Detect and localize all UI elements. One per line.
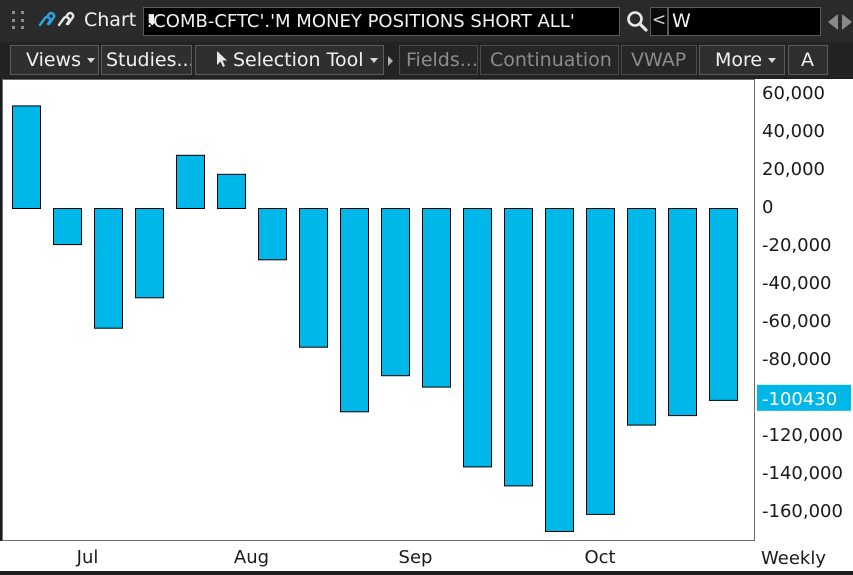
bar-week-18 [709,208,738,401]
bar-week-6 [217,173,246,210]
y-tick-label: -140,000 [762,463,843,484]
bar-week-13 [504,208,533,487]
bar-week-8 [299,208,328,348]
continuation-button[interactable]: Continuation [480,45,619,75]
time-axis[interactable]: Jul Aug Sep Oct Weekly [0,541,853,571]
selection-tool-button[interactable]: Selection Tool [195,45,384,75]
y-tick-label: 60,000 [762,83,825,104]
bar-week-3 [94,208,123,329]
bar-week-11 [422,208,451,388]
views-button[interactable]: Views [10,45,99,75]
aggregation-input[interactable]: W [668,7,821,36]
y-tick-label: -20,000 [762,235,831,256]
y-tick-label: -40,000 [762,273,831,294]
bar-week-1 [12,105,41,209]
price-axis[interactable]: 60,000 40,000 20,000 0 -20,000 -40,000 -60,000… [755,79,853,541]
chevron-down-icon [768,58,777,63]
views-label: Views [26,49,81,71]
symbol-dropdown-icon[interactable]: ⬇ [146,11,159,29]
time-axis-labels: Jul Aug Sep Oct Weekly [76,547,827,569]
studies-button[interactable]: Studies... [101,45,192,75]
y-tick-label: -160,000 [762,501,843,522]
y-tick-label: 0 [762,197,773,218]
y-tick-label: -120,000 [762,425,843,446]
x-tick-label: Aug [234,547,269,568]
panel-title: Chart [84,9,137,31]
bar-week-12 [463,208,492,468]
x-tick-label: Jul [76,547,99,568]
price-axis-labels: 60,000 40,000 20,000 0 -20,000 -40,000 -60,000… [757,83,851,522]
scroll-left-icon[interactable] [828,14,838,30]
bar-week-16 [627,208,656,426]
search-icon[interactable] [625,9,649,33]
y-tick-label: -80,000 [762,349,831,370]
pointer-icon [217,51,227,67]
bar-week-2 [53,208,82,246]
symbol-input[interactable]: !COMB-CFTC'.'M MONEY POSITIONS SHORT ALL… [143,7,620,36]
bar-week-15 [586,208,615,515]
bar-chart [12,105,738,532]
a-button[interactable]: A [788,45,828,75]
drag-grip-icon[interactable] [12,11,26,31]
chevron-down-icon [369,58,378,63]
more-label: More [715,49,763,71]
selection-tool-label: Selection Tool [233,49,364,71]
symbol-value: !COMB-CFTC'.'M MONEY POSITIONS SHORT ALL… [146,11,575,32]
vwap-button[interactable]: VWAP [621,45,697,75]
y-tick-label: 20,000 [762,159,825,180]
chart-plot-area[interactable] [2,79,755,541]
aggregation-prev-button[interactable]: < [650,7,668,36]
current-value-label: -100430 [762,389,837,410]
scroll-right-icon[interactable] [842,14,852,30]
bar-week-9 [340,208,369,413]
fields-button[interactable]: Fields... [399,45,478,75]
x-tick-label: Oct [584,547,615,568]
more-button[interactable]: More [699,45,785,75]
chart-header: Chart !COMB-CFTC'.'M MONEY POSITIONS SHO… [0,0,853,42]
bar-week-14 [545,208,574,532]
current-value-marker [757,384,851,411]
y-tick-label: 40,000 [762,121,825,142]
toolbar-overflow-icon[interactable] [388,56,393,66]
bar-week-5 [176,154,205,210]
chart-toolbar: Views Studies... Selection Tool Fields..… [0,42,853,78]
bar-week-4 [135,208,164,299]
bar-week-7 [258,208,287,261]
chevron-down-icon [87,58,95,63]
bar-week-10 [381,208,410,377]
y-tick-label: -60,000 [762,311,831,332]
link-icon[interactable] [34,8,78,34]
bar-week-17 [668,208,697,417]
aggregation-period-label: Weekly [761,548,826,569]
x-tick-label: Sep [399,547,433,568]
